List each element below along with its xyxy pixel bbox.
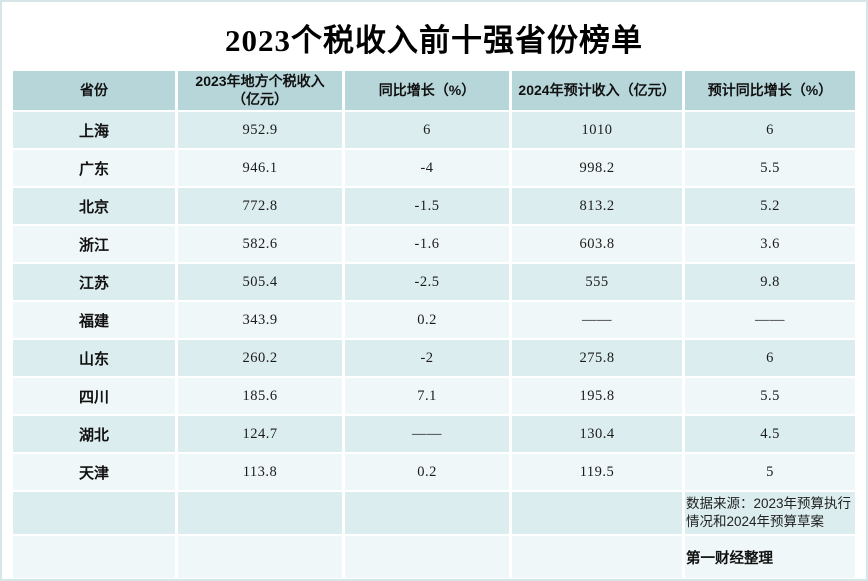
table-row: 山东 260.2 -2 275.8 6: [13, 340, 855, 376]
value-cell: 3.6: [685, 226, 855, 262]
value-cell: ——: [512, 302, 682, 338]
table-row: 广东 946.1 -4 998.2 5.5: [13, 150, 855, 186]
value-cell: -2.5: [345, 264, 509, 300]
table-row: 福建 343.9 0.2 —— ——: [13, 302, 855, 338]
table-row: 湖北 124.7 —— 130.4 4.5: [13, 416, 855, 452]
value-cell: -4: [345, 150, 509, 186]
value-cell: ——: [685, 302, 855, 338]
value-cell: 582.6: [178, 226, 342, 262]
empty-cell: [512, 536, 682, 578]
table-row: 浙江 582.6 -1.6 603.8 3.6: [13, 226, 855, 262]
table-row: 江苏 505.4 -2.5 555 9.8: [13, 264, 855, 300]
value-cell: 5.5: [685, 150, 855, 186]
table-body: 上海 952.9 6 1010 6 广东 946.1 -4 998.2 5.5 北京 772.8 -1.…: [13, 112, 855, 490]
value-cell: 7.1: [345, 378, 509, 414]
table-row: 四川 185.6 7.1 195.8 5.5: [13, 378, 855, 414]
page-title: 2023个税收入前十强省份榜单: [225, 23, 643, 58]
credit-note: 第一财经整理: [685, 536, 855, 578]
empty-cell: [178, 536, 342, 578]
province-cell: 福建: [13, 302, 175, 338]
value-cell: -2: [345, 340, 509, 376]
value-cell: 130.4: [512, 416, 682, 452]
empty-cell: [345, 492, 509, 534]
province-cell: 江苏: [13, 264, 175, 300]
province-cell: 山东: [13, 340, 175, 376]
value-cell: 260.2: [178, 340, 342, 376]
value-cell: 952.9: [178, 112, 342, 148]
empty-cell: [512, 492, 682, 534]
column-header-province: 省份: [13, 71, 175, 110]
value-cell: ——: [345, 416, 509, 452]
column-header-2023-revenue: 2023年地方个税收入 （亿元）: [178, 71, 342, 110]
data-source-note: 数据来源：2023年预算执行情况和2024年预算草案: [685, 492, 855, 534]
value-cell: 0.2: [345, 454, 509, 490]
value-cell: 6: [345, 112, 509, 148]
value-cell: 813.2: [512, 188, 682, 224]
value-cell: -1.6: [345, 226, 509, 262]
column-header-forecast-growth: 预计同比增长（%）: [685, 71, 855, 110]
value-cell: 343.9: [178, 302, 342, 338]
value-cell: 772.8: [178, 188, 342, 224]
value-cell: -1.5: [345, 188, 509, 224]
value-cell: 946.1: [178, 150, 342, 186]
value-cell: 998.2: [512, 150, 682, 186]
header-row: 省份 2023年地方个税收入 （亿元） 同比增长（%） 2024年预计收入（亿元…: [13, 71, 855, 110]
column-header-2024-forecast: 2024年预计收入（亿元）: [512, 71, 682, 110]
value-cell: 185.6: [178, 378, 342, 414]
province-cell: 天津: [13, 454, 175, 490]
value-cell: 5: [685, 454, 855, 490]
value-cell: 119.5: [512, 454, 682, 490]
footer-row-credit: 第一财经整理: [13, 536, 855, 578]
value-cell: 555: [512, 264, 682, 300]
table-row: 天津 113.8 0.2 119.5 5: [13, 454, 855, 490]
value-cell: 113.8: [178, 454, 342, 490]
value-cell: 9.8: [685, 264, 855, 300]
value-cell: 0.2: [345, 302, 509, 338]
province-cell: 广东: [13, 150, 175, 186]
value-cell: 275.8: [512, 340, 682, 376]
empty-cell: [178, 492, 342, 534]
province-cell: 四川: [13, 378, 175, 414]
empty-cell: [13, 536, 175, 578]
empty-cell: [345, 536, 509, 578]
value-cell: 124.7: [178, 416, 342, 452]
value-cell: 5.5: [685, 378, 855, 414]
value-cell: 195.8: [512, 378, 682, 414]
table-header: 省份 2023年地方个税收入 （亿元） 同比增长（%） 2024年预计收入（亿元…: [13, 71, 855, 110]
value-cell: 1010: [512, 112, 682, 148]
table-footer-rows: 数据来源：2023年预算执行情况和2024年预算草案 第一财经整理: [13, 492, 855, 578]
province-cell: 湖北: [13, 416, 175, 452]
value-cell: 4.5: [685, 416, 855, 452]
table-row: 上海 952.9 6 1010 6: [13, 112, 855, 148]
ranking-table: 省份 2023年地方个税收入 （亿元） 同比增长（%） 2024年预计收入（亿元…: [10, 69, 858, 579]
column-header-yoy-growth: 同比增长（%）: [345, 71, 509, 110]
province-cell: 上海: [13, 112, 175, 148]
value-cell: 6: [685, 112, 855, 148]
table-row: 北京 772.8 -1.5 813.2 5.2: [13, 188, 855, 224]
footer-row-source: 数据来源：2023年预算执行情况和2024年预算草案: [13, 492, 855, 534]
province-cell: 北京: [13, 188, 175, 224]
province-cell: 浙江: [13, 226, 175, 262]
value-cell: 603.8: [512, 226, 682, 262]
value-cell: 6: [685, 340, 855, 376]
empty-cell: [13, 492, 175, 534]
value-cell: 5.2: [685, 188, 855, 224]
value-cell: 505.4: [178, 264, 342, 300]
